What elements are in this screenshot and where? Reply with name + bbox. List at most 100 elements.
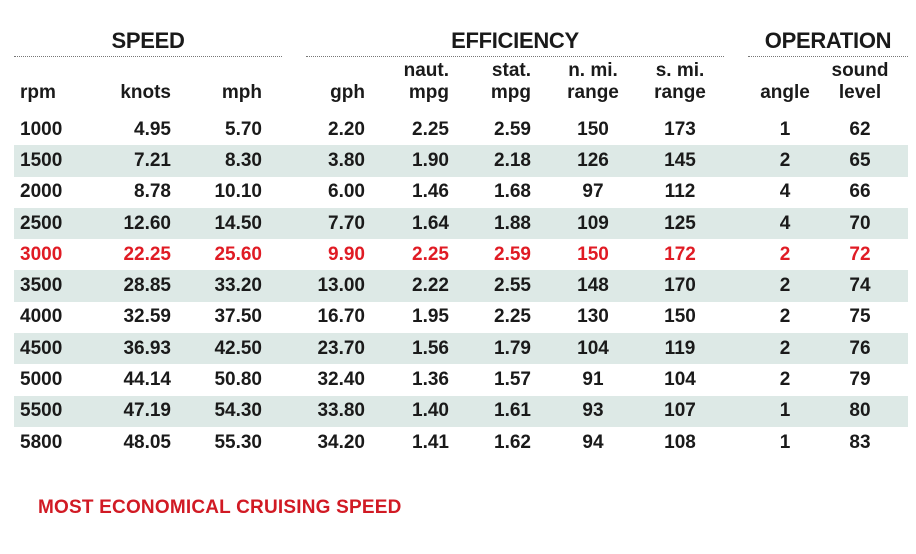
cell-stat-mpg: 1.62: [494, 431, 531, 453]
cell-sound: 76: [849, 337, 871, 359]
cell-rpm: 4000: [20, 306, 63, 328]
cell-s-range: 145: [664, 149, 696, 171]
header-line2: angle: [760, 82, 810, 103]
cell-mph: 10.10: [214, 181, 262, 203]
table-row: 1000 4.95 5.70 2.20 2.25 2.59 150 173 1 62: [14, 114, 908, 145]
header-line1: naut.: [403, 60, 449, 81]
cell-angle: 4: [779, 212, 791, 234]
efficiency-divider: [306, 56, 724, 57]
cell-knots: 28.85: [123, 275, 171, 297]
cell-gph: 9.90: [328, 243, 365, 265]
header-line2: level: [838, 82, 882, 103]
cell-s-range: 119: [664, 337, 696, 359]
cell-mph: 50.80: [214, 369, 262, 391]
cell-mph: 14.50: [214, 212, 262, 234]
cell-n-range: 109: [577, 212, 609, 234]
cell-mph: 5.70: [225, 118, 262, 140]
header-line1: n. mi.: [568, 60, 618, 81]
group-title-efficiency: EFFICIENCY: [451, 28, 579, 53]
header-line2: gph: [330, 82, 365, 103]
header-line1: [104, 60, 171, 82]
table-row: 2500 12.60 14.50 7.70 1.64 1.88 109 125 4 70: [14, 207, 908, 240]
cell-n-range: 150: [577, 243, 609, 265]
table-row: 2000 8.78 10.10 6.00 1.46 1.68 97 112 4 66: [14, 177, 908, 208]
cell-stat-mpg: 1.57: [494, 369, 531, 391]
header-naut-mpg: naut. mpg: [394, 60, 449, 104]
header-gph: gph: [294, 60, 365, 104]
cell-knots: 47.19: [123, 400, 171, 422]
cell-stat-mpg: 1.79: [494, 337, 531, 359]
cell-rpm: 5500: [20, 400, 63, 422]
cell-naut-mpg: 2.25: [412, 118, 449, 140]
cell-naut-mpg: 1.36: [412, 369, 449, 391]
cell-gph: 32.40: [317, 369, 365, 391]
cell-angle: 2: [779, 275, 791, 297]
cell-mph: 42.50: [214, 337, 262, 359]
cell-knots: 4.95: [134, 118, 171, 140]
cell-stat-mpg: 2.55: [494, 275, 531, 297]
table-row: 3500 28.85 33.20 13.00 2.22 2.55 148 170 2 74: [14, 270, 908, 302]
cell-sound: 72: [849, 243, 871, 265]
cell-knots: 44.14: [123, 369, 171, 391]
cell-s-range: 125: [664, 212, 696, 234]
cell-n-range: 93: [582, 400, 604, 422]
cell-mph: 37.50: [214, 306, 262, 328]
cell-naut-mpg: 1.40: [412, 400, 449, 422]
cell-n-range: 130: [577, 306, 609, 328]
speed-divider: [14, 56, 282, 57]
cell-naut-mpg: 1.95: [412, 306, 449, 328]
cell-rpm: 3500: [20, 275, 63, 297]
cell-knots: 36.93: [123, 337, 171, 359]
cell-knots: 22.25: [123, 243, 171, 265]
header-n-range: n. mi. range: [562, 60, 624, 104]
cell-naut-mpg: 2.25: [412, 243, 449, 265]
cell-mph: 55.30: [214, 431, 262, 453]
cell-s-range: 112: [664, 181, 696, 203]
table-row: 1500 7.21 8.30 3.80 1.90 2.18 126 145 2 65: [14, 145, 908, 177]
cell-sound: 79: [849, 369, 871, 391]
cell-s-range: 104: [664, 369, 696, 391]
cell-rpm: 3000: [20, 243, 63, 265]
cell-sound: 74: [849, 275, 871, 297]
table-row: 3000 22.25 25.60 9.90 2.25 2.59 150 172 2 72: [14, 239, 908, 270]
data-table: 1000 4.95 5.70 2.20 2.25 2.59 150 173 1 62 1500 7.2…: [14, 114, 908, 458]
header-line1: stat.: [491, 60, 531, 81]
cell-n-range: 91: [582, 369, 604, 391]
cell-gph: 34.20: [317, 431, 365, 453]
cell-knots: 48.05: [123, 431, 171, 453]
cell-naut-mpg: 1.56: [412, 337, 449, 359]
cell-n-range: 150: [577, 118, 609, 140]
cell-mph: 33.20: [214, 275, 262, 297]
cell-gph: 23.70: [317, 337, 365, 359]
cell-sound: 65: [849, 149, 871, 171]
cell-angle: 4: [779, 181, 791, 203]
header-rpm: rpm: [20, 60, 80, 104]
table-row: 5800 48.05 55.30 34.20 1.41 1.62 94 108 1 83: [14, 427, 908, 458]
cell-naut-mpg: 1.41: [412, 431, 449, 453]
cell-gph: 7.70: [328, 212, 365, 234]
cell-sound: 70: [849, 212, 871, 234]
group-title-speed: SPEED: [111, 28, 185, 53]
cell-stat-mpg: 2.25: [494, 306, 531, 328]
cell-knots: 32.59: [123, 306, 171, 328]
header-line2: mpg: [490, 82, 531, 103]
cell-gph: 3.80: [328, 149, 365, 171]
header-line1: [756, 60, 814, 82]
cell-sound: 75: [849, 306, 871, 328]
cell-gph: 33.80: [317, 400, 365, 422]
cell-angle: 1: [779, 400, 791, 422]
cell-angle: 2: [779, 243, 791, 265]
header-line1: [294, 60, 365, 82]
cell-angle: 2: [779, 369, 791, 391]
cell-sound: 80: [849, 400, 871, 422]
cell-knots: 12.60: [123, 212, 171, 234]
cell-n-range: 148: [577, 275, 609, 297]
cell-knots: 7.21: [134, 149, 171, 171]
table-row: 4500 36.93 42.50 23.70 1.56 1.79 104 119 2 76: [14, 333, 908, 365]
cell-n-range: 104: [577, 337, 609, 359]
cell-stat-mpg: 1.88: [494, 212, 531, 234]
cell-gph: 6.00: [328, 181, 365, 203]
cell-n-range: 97: [582, 181, 604, 203]
header-knots: knots: [104, 60, 171, 104]
cell-mph: 54.30: [214, 400, 262, 422]
